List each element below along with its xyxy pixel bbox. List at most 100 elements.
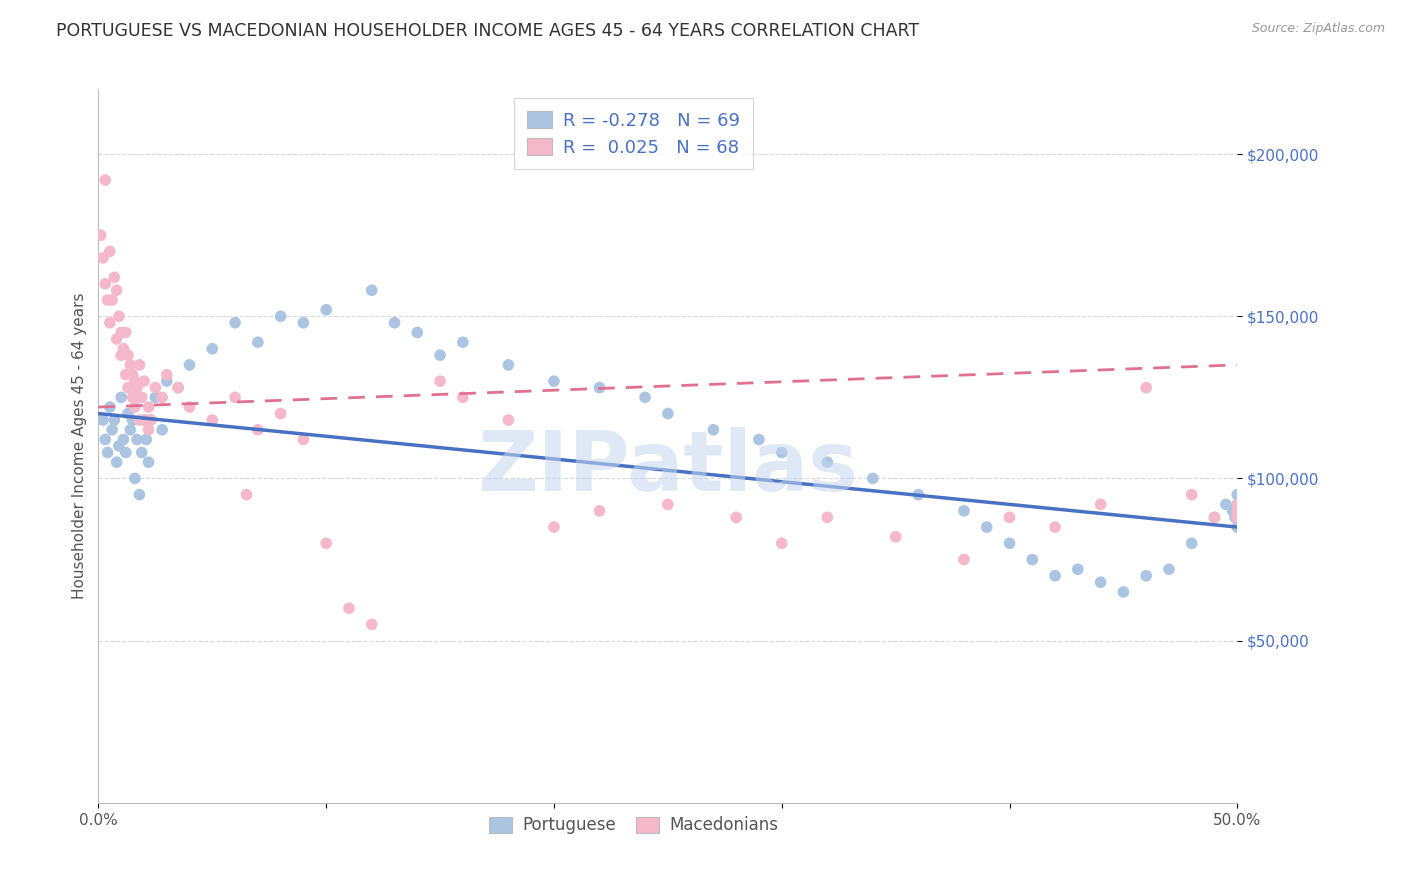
Point xyxy=(224,390,246,404)
Point xyxy=(907,488,929,502)
Point xyxy=(1215,497,1237,511)
Point xyxy=(156,368,179,382)
Point xyxy=(131,445,153,459)
Point xyxy=(117,348,139,362)
Point xyxy=(588,504,610,518)
Point xyxy=(429,348,451,362)
Point xyxy=(862,471,884,485)
Point xyxy=(1021,552,1043,566)
Text: Source: ZipAtlas.com: Source: ZipAtlas.com xyxy=(1251,22,1385,36)
Point xyxy=(117,381,139,395)
Point xyxy=(96,293,118,307)
Point xyxy=(498,358,520,372)
Point xyxy=(128,488,150,502)
Point xyxy=(121,368,143,382)
Point xyxy=(105,455,128,469)
Point xyxy=(1090,497,1112,511)
Point xyxy=(1135,568,1157,582)
Point xyxy=(1112,585,1135,599)
Point xyxy=(451,390,474,404)
Point xyxy=(120,358,142,372)
Point xyxy=(156,374,179,388)
Point xyxy=(112,433,135,447)
Point xyxy=(121,413,143,427)
Point xyxy=(132,413,155,427)
Point xyxy=(246,423,269,437)
Point xyxy=(131,390,153,404)
Point xyxy=(1204,510,1226,524)
Point xyxy=(224,316,246,330)
Point xyxy=(953,552,976,566)
Point xyxy=(702,423,724,437)
Point xyxy=(124,374,146,388)
Point xyxy=(1226,520,1249,534)
Point xyxy=(138,423,160,437)
Point xyxy=(108,310,131,324)
Point xyxy=(246,335,269,350)
Point xyxy=(1226,504,1249,518)
Point xyxy=(1226,497,1249,511)
Point xyxy=(98,244,121,259)
Point xyxy=(114,445,136,459)
Point xyxy=(1204,510,1226,524)
Point xyxy=(360,283,382,297)
Point xyxy=(110,348,132,362)
Point xyxy=(128,358,150,372)
Point xyxy=(1181,488,1204,502)
Point xyxy=(110,326,132,340)
Point xyxy=(998,536,1021,550)
Point xyxy=(543,520,565,534)
Point xyxy=(110,390,132,404)
Point xyxy=(634,390,657,404)
Point xyxy=(384,316,406,330)
Point xyxy=(120,423,142,437)
Point xyxy=(94,277,117,291)
Point xyxy=(108,439,131,453)
Text: PORTUGUESE VS MACEDONIAN HOUSEHOLDER INCOME AGES 45 - 64 YEARS CORRELATION CHART: PORTUGUESE VS MACEDONIAN HOUSEHOLDER INC… xyxy=(56,22,920,40)
Point xyxy=(1067,562,1090,576)
Point xyxy=(815,455,838,469)
Point xyxy=(167,381,190,395)
Point xyxy=(121,390,143,404)
Point xyxy=(1226,497,1249,511)
Point xyxy=(1226,504,1249,518)
Point xyxy=(139,413,162,427)
Point xyxy=(150,390,173,404)
Point xyxy=(543,374,565,388)
Point xyxy=(135,413,157,427)
Point xyxy=(360,617,382,632)
Point xyxy=(1223,510,1246,524)
Point xyxy=(124,400,146,414)
Point xyxy=(114,368,136,382)
Point xyxy=(1043,520,1066,534)
Point xyxy=(498,413,520,427)
Text: ZIPatlas: ZIPatlas xyxy=(478,427,858,508)
Point xyxy=(91,413,114,427)
Point xyxy=(98,400,121,414)
Point xyxy=(96,445,118,459)
Point xyxy=(138,400,160,414)
Point xyxy=(1157,562,1180,576)
Point xyxy=(101,423,124,437)
Point xyxy=(98,316,121,330)
Point xyxy=(657,407,679,421)
Point xyxy=(145,390,167,404)
Point xyxy=(998,510,1021,524)
Point xyxy=(94,173,117,187)
Point xyxy=(315,302,337,317)
Point xyxy=(337,601,360,615)
Point xyxy=(167,381,190,395)
Point xyxy=(127,433,149,447)
Point xyxy=(235,488,257,502)
Point xyxy=(90,228,112,243)
Point xyxy=(1226,510,1249,524)
Point xyxy=(91,251,114,265)
Point xyxy=(1043,568,1066,582)
Point xyxy=(103,413,125,427)
Point xyxy=(315,536,337,550)
Point xyxy=(201,342,224,356)
Point xyxy=(884,530,907,544)
Point xyxy=(1226,510,1249,524)
Point xyxy=(815,510,838,524)
Point xyxy=(1226,510,1249,524)
